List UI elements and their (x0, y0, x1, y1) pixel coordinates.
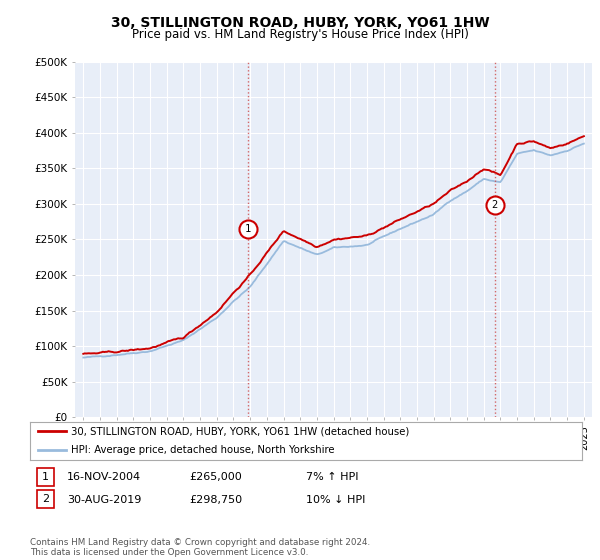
Text: HPI: Average price, detached house, North Yorkshire: HPI: Average price, detached house, Nort… (71, 445, 335, 455)
Text: 16-NOV-2004: 16-NOV-2004 (67, 472, 142, 482)
Text: 2: 2 (42, 494, 49, 504)
Text: 1: 1 (245, 224, 251, 234)
Text: 10% ↓ HPI: 10% ↓ HPI (306, 494, 365, 505)
Text: 30-AUG-2019: 30-AUG-2019 (67, 494, 142, 505)
Text: 30, STILLINGTON ROAD, HUBY, YORK, YO61 1HW: 30, STILLINGTON ROAD, HUBY, YORK, YO61 1… (110, 16, 490, 30)
Text: 2: 2 (491, 200, 498, 210)
Text: 7% ↑ HPI: 7% ↑ HPI (306, 472, 359, 482)
Text: £265,000: £265,000 (189, 472, 242, 482)
Text: 30, STILLINGTON ROAD, HUBY, YORK, YO61 1HW (detached house): 30, STILLINGTON ROAD, HUBY, YORK, YO61 1… (71, 426, 410, 436)
Text: 1: 1 (42, 472, 49, 482)
Text: Price paid vs. HM Land Registry's House Price Index (HPI): Price paid vs. HM Land Registry's House … (131, 28, 469, 41)
Text: Contains HM Land Registry data © Crown copyright and database right 2024.
This d: Contains HM Land Registry data © Crown c… (30, 538, 370, 557)
Text: £298,750: £298,750 (189, 494, 242, 505)
